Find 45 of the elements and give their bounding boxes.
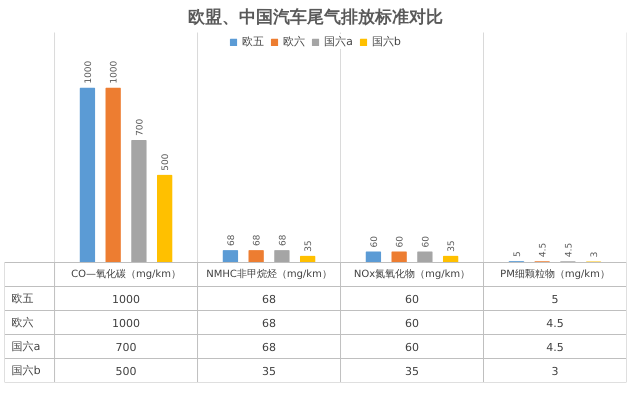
data-label: 4.5 — [538, 242, 549, 258]
data-label: 60 — [396, 236, 406, 248]
data-label: 60 — [421, 236, 432, 248]
data-label: 700 — [135, 118, 146, 136]
legend-label: 国六b — [372, 34, 401, 49]
x-tick-label: NOx氮氧化物（mg/km） — [354, 268, 470, 280]
data-label: 4.5 — [564, 242, 574, 258]
text: 4.5 — [546, 317, 564, 330]
chart-title: 欧盟、中国汽车尾气排放标准对比 — [188, 8, 443, 28]
text: 68 — [262, 317, 276, 330]
data-label: 35 — [304, 240, 314, 252]
text: 5 — [552, 293, 559, 306]
data-label: 68 — [252, 234, 263, 246]
text: 1000 — [112, 293, 140, 306]
legend-label: 欧五 — [242, 34, 264, 49]
text: 500 — [116, 365, 137, 378]
text: 68 — [262, 293, 276, 306]
data-label: 68 — [226, 234, 237, 246]
data-label: 500 — [161, 153, 172, 171]
text: 欧五 — [12, 292, 34, 305]
text: 35 — [405, 365, 420, 378]
data-label: 5 — [512, 251, 523, 258]
legend-label: 欧六 — [283, 34, 306, 49]
text: 60 — [405, 317, 420, 330]
data-label: 35 — [447, 240, 458, 252]
text: 35 — [262, 365, 276, 378]
data-label: 1000 — [84, 60, 94, 84]
data-label: 1000 — [110, 60, 120, 84]
text: 国六a — [12, 340, 40, 353]
data-label: 68 — [278, 234, 288, 246]
text: 1000 — [112, 317, 140, 330]
text: 700 — [116, 341, 137, 354]
text: 欧六 — [12, 316, 34, 329]
x-tick-label: CO—氧化碳（mg/km） — [71, 268, 181, 280]
text: 60 — [405, 293, 420, 306]
text: 68 — [262, 341, 276, 354]
data-label: 3 — [590, 252, 600, 258]
legend-label: 国六a — [324, 34, 353, 49]
text: 3 — [552, 365, 559, 378]
x-tick-label: NMHC非甲烷烃（mg/km） — [206, 268, 332, 280]
data-label: 60 — [370, 236, 380, 248]
text: 4.5 — [546, 341, 564, 354]
text: 60 — [405, 341, 420, 354]
x-tick-label: PM细颗粒物（mg/km） — [500, 268, 610, 280]
text: 国六b — [12, 364, 41, 377]
